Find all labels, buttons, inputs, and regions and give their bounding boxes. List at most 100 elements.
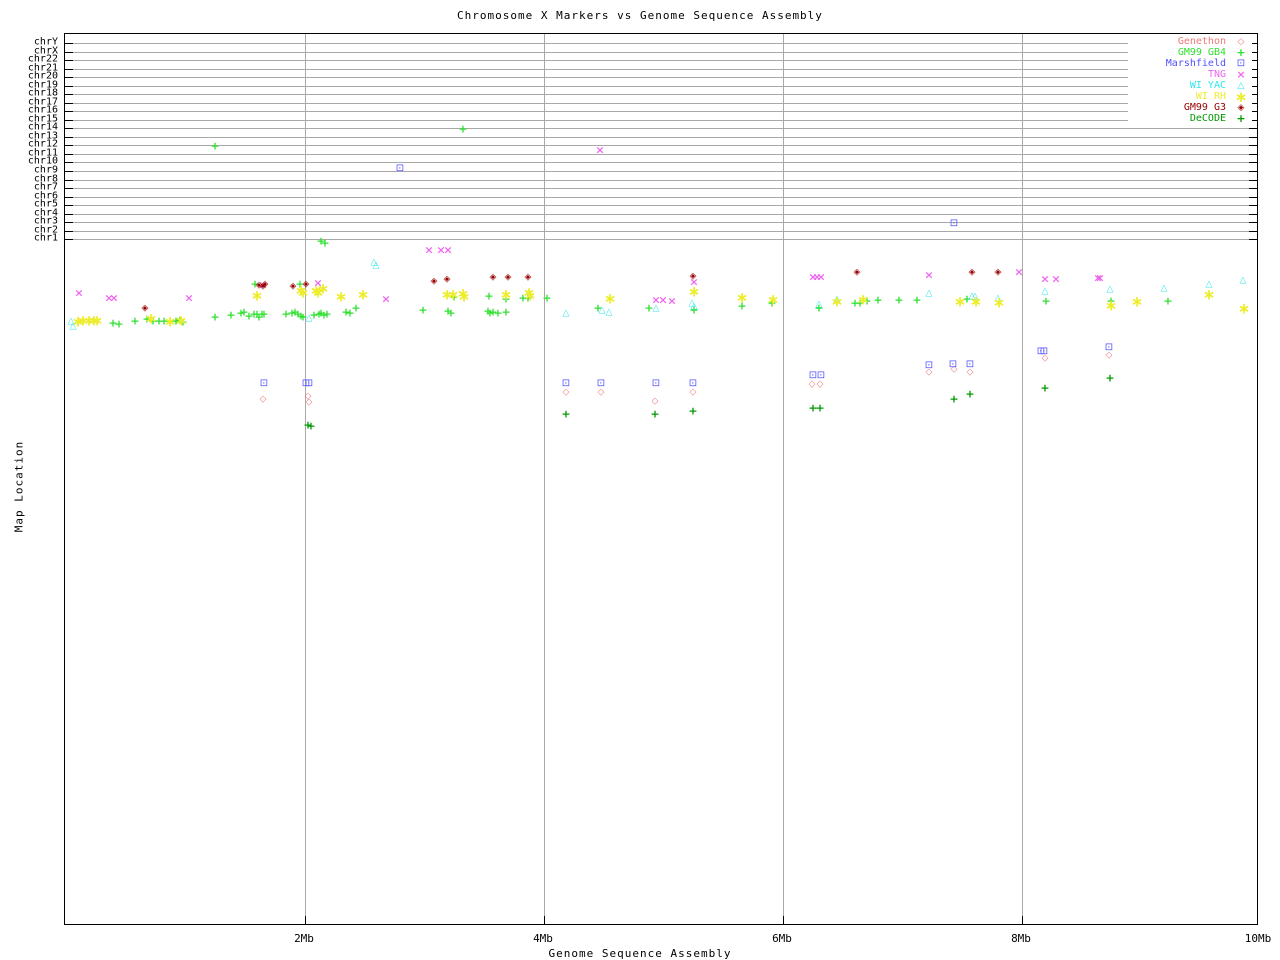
data-point-tng: × xyxy=(658,293,668,307)
data-point-marshfield: ⊡ xyxy=(949,218,959,229)
chrom-row-label: chr7 xyxy=(33,181,58,193)
chrom-row-tick-right xyxy=(1249,111,1257,112)
chrom-row-line xyxy=(73,180,1249,181)
chrom-row-tick-right xyxy=(1249,171,1257,172)
data-point-marshfield: ⊡ xyxy=(808,370,818,381)
data-point-gm99-gb4: + xyxy=(862,294,872,308)
data-point-gm99-gb4: + xyxy=(159,314,169,328)
data-point-gm99-gb4: + xyxy=(855,296,865,310)
data-point-wi-rh: ∗ xyxy=(766,290,780,309)
data-point-marshfield: ⊡ xyxy=(1036,346,1046,357)
data-point-tng: × xyxy=(1093,271,1103,285)
chrom-row-tick-left xyxy=(65,43,73,44)
data-point-tng: × xyxy=(1040,272,1050,286)
data-point-wi-rh: ∗ xyxy=(1104,296,1118,315)
data-point-marshfield: ⊡ xyxy=(301,378,311,389)
chrom-row-label: chr18 xyxy=(27,87,58,99)
data-point-gm99-gb4: + xyxy=(165,314,175,328)
chrom-row-line xyxy=(73,77,1249,78)
data-point-gm99-gb4: + xyxy=(418,303,428,317)
chrom-row-tick-left xyxy=(65,137,73,138)
chrom-row-label: chr11 xyxy=(27,147,58,159)
data-point-gm99-gb4: + xyxy=(250,277,260,291)
data-point-gm99-gb4: + xyxy=(148,314,158,328)
legend-cross-icon: × xyxy=(1236,68,1246,81)
data-point-gm99-g3: ◈ xyxy=(255,280,263,291)
data-point-gm99-gb4: + xyxy=(644,301,654,315)
data-point-gm99-gb4: + xyxy=(210,139,220,153)
chrom-row-tick-right xyxy=(1249,214,1257,215)
chrom-row-tick-right xyxy=(1249,162,1257,163)
data-point-wi-rh: ∗ xyxy=(294,281,308,300)
chrom-row-tick-left xyxy=(65,52,73,53)
data-point-gm99-gb4: + xyxy=(108,316,118,330)
data-point-wi-yac: △ xyxy=(605,307,613,318)
legend-label: TNG xyxy=(1207,69,1226,80)
chrom-row-tick-left xyxy=(65,197,73,198)
chrom-row-line xyxy=(73,145,1249,146)
chrom-row-tick-right xyxy=(1249,94,1257,95)
data-point-gm99-gb4: + xyxy=(458,122,468,136)
data-point-tng: × xyxy=(424,243,434,257)
data-point-gm99-gb4: + xyxy=(1041,294,1051,308)
chrom-row-label: chr19 xyxy=(27,79,58,91)
x-tick-mark xyxy=(1022,916,1023,924)
chrom-row-label: chrY xyxy=(33,36,58,48)
data-point-gm99-gb4: + xyxy=(239,305,249,319)
chrom-row-line xyxy=(73,222,1249,223)
legend-row: Marshfield ⊡ xyxy=(1130,58,1250,69)
data-point-wi-rh: ∗ xyxy=(1130,292,1144,311)
x-tick-label: 6Mb xyxy=(772,932,792,945)
chrom-row-tick-right xyxy=(1249,137,1257,138)
data-point-wi-rh: ∗ xyxy=(144,309,158,328)
chrom-row-tick-right xyxy=(1249,43,1257,44)
legend-row: DeCODE + xyxy=(1130,112,1250,125)
chrom-row-tick-right xyxy=(1249,60,1257,61)
data-point-gm99-gb4: + xyxy=(296,309,306,323)
data-point-wi-yac: △ xyxy=(1041,286,1049,297)
chrom-row-tick-right xyxy=(1249,69,1257,70)
data-point-wi-rh: ∗ xyxy=(830,292,844,311)
data-point-marshfield: ⊡ xyxy=(596,378,606,389)
data-point-wi-rh: ∗ xyxy=(992,293,1006,312)
data-point-tng: × xyxy=(443,243,453,257)
chrom-row-label: chr1 xyxy=(33,232,58,244)
data-point-wi-yac: △ xyxy=(688,298,696,309)
data-point-wi-rh: ∗ xyxy=(356,285,370,304)
chrom-row-label: chr16 xyxy=(27,104,58,116)
data-point-gm99-gb4: + xyxy=(1106,294,1116,308)
data-point-marshfield: ⊡ xyxy=(816,370,826,381)
chrom-row-line xyxy=(73,111,1249,112)
data-point-gm99-g3: ◈ xyxy=(261,279,269,290)
data-point-marshfield: ⊡ xyxy=(688,378,698,389)
data-point-gm99-gb4: + xyxy=(542,291,552,305)
data-point-wi-rh: ∗ xyxy=(82,311,96,330)
data-point-tng: × xyxy=(667,294,677,308)
data-point-decode: + xyxy=(815,401,825,415)
chrom-row-tick-right xyxy=(1249,77,1257,78)
data-point-wi-rh: ∗ xyxy=(316,279,330,298)
chrom-row-label: chrX xyxy=(33,45,58,57)
data-point-wi-yac: △ xyxy=(1106,284,1114,295)
chrom-row-line xyxy=(73,214,1249,215)
data-point-gm99-gb4: + xyxy=(254,310,264,324)
data-point-gm99-gb4: + xyxy=(244,309,254,323)
legend-row: WI YAC △ xyxy=(1130,80,1250,91)
data-point-gm99-g3: ◈ xyxy=(302,279,310,290)
data-point-gm99-gb4: + xyxy=(767,296,777,310)
data-point-gm99-gb4: + xyxy=(298,310,308,324)
chrom-row-tick-right xyxy=(1249,239,1257,240)
data-point-genethon: ◇ xyxy=(305,397,313,408)
chrom-row-tick-left xyxy=(65,239,73,240)
data-point-gm99-gb4: + xyxy=(295,277,305,291)
data-point-wi-rh: ∗ xyxy=(499,285,513,304)
chrom-row-label: chr6 xyxy=(33,190,58,202)
data-point-decode: + xyxy=(1040,381,1050,395)
data-point-wi-rh: ∗ xyxy=(90,311,104,330)
data-point-tng: × xyxy=(104,291,114,305)
chrom-row-label: chr15 xyxy=(27,113,58,125)
data-point-gm99-gb4: + xyxy=(873,293,883,307)
data-point-gm99-gb4: + xyxy=(850,296,860,310)
chrom-row-tick-left xyxy=(65,111,73,112)
